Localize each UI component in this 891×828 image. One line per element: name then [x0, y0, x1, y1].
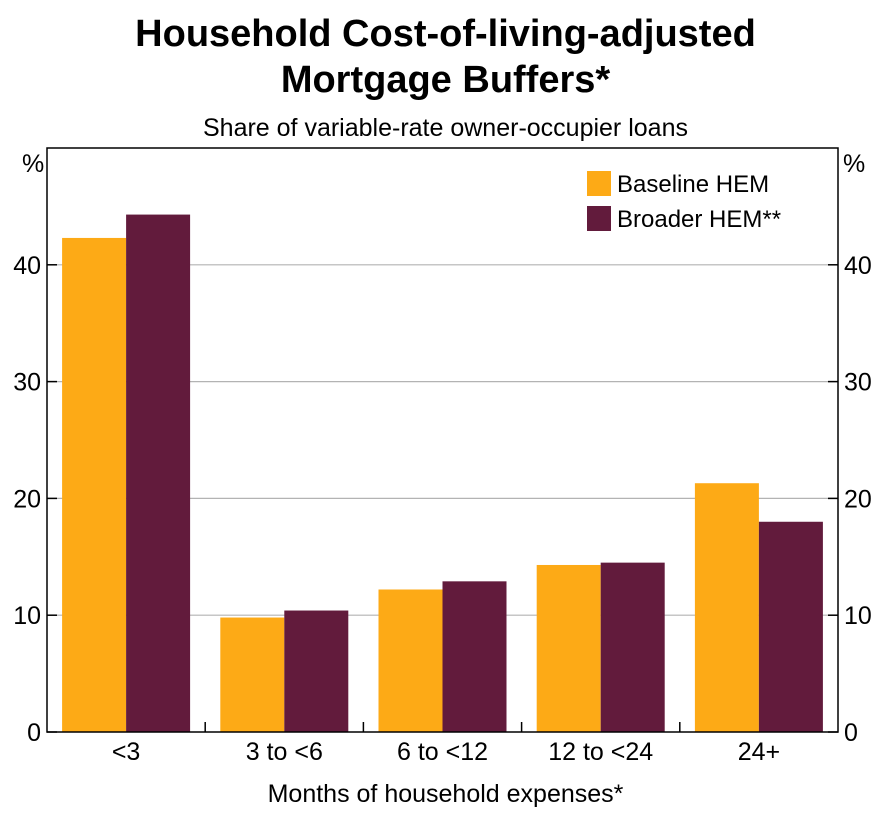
y-tick-label-right: 10 — [844, 602, 872, 630]
bar-baseline-2 — [378, 589, 443, 732]
y-unit-left: % — [22, 150, 44, 178]
bar-broader-2 — [442, 581, 507, 732]
y-tick-label-right: 40 — [844, 252, 872, 280]
y-tick-label-right: 20 — [844, 485, 872, 513]
bar-broader-3 — [600, 562, 665, 732]
legend-swatch-1 — [587, 206, 611, 231]
bar-broader-0 — [126, 214, 191, 733]
legend-label-1: Broader HEM** — [617, 206, 781, 233]
y-tick-label-right: 0 — [844, 719, 858, 747]
y-tick-label-left: 10 — [13, 602, 41, 630]
bars — [62, 214, 823, 733]
bar-broader-4 — [758, 521, 823, 732]
bar-baseline-1 — [220, 617, 285, 732]
bar-baseline-0 — [62, 237, 127, 732]
x-tick-label: <3 — [112, 738, 141, 766]
bar-baseline-4 — [694, 483, 759, 732]
bar-baseline-3 — [536, 564, 601, 732]
ticks: 0 0 10 10 20 20 30 30 40 40 <3 3 to <6 6 to <12 12 to… — [13, 252, 872, 766]
chart-title-line-1: Household Cost-of-living-adjusted — [135, 13, 756, 55]
y-unit-right: % — [843, 150, 865, 178]
plot-frame — [46, 147, 839, 733]
y-tick-label-left: 30 — [13, 369, 41, 397]
x-tick-label: 6 to <12 — [397, 738, 488, 766]
y-tick-label-left: 0 — [27, 719, 41, 747]
x-axis-label: Months of household expenses* — [267, 780, 624, 808]
y-tick-label-right: 30 — [844, 369, 872, 397]
y-tick-label-left: 20 — [13, 485, 41, 513]
bar-broader-1 — [284, 610, 349, 732]
chart-title-line-2: Mortgage Buffers* — [280, 59, 611, 101]
legend-label-0: Baseline HEM — [617, 171, 769, 198]
x-tick-label: 3 to <6 — [246, 738, 323, 766]
chart-subtitle: Share of variable-rate owner-occupier lo… — [203, 114, 688, 142]
x-tick-label: 12 to <24 — [548, 738, 653, 766]
y-tick-label-left: 40 — [13, 252, 41, 280]
legend: Baseline HEM Broader HEM** — [587, 171, 781, 233]
legend-swatch-0 — [587, 171, 611, 196]
x-tick-label: 24+ — [738, 738, 780, 766]
